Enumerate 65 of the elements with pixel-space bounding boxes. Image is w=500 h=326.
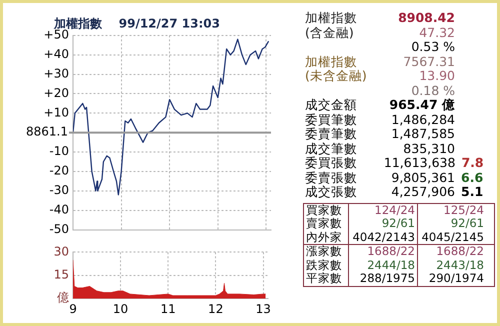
text: (含金融): [305, 24, 355, 40]
text: 2444/18: [366, 258, 415, 272]
x-tick-label: 13: [256, 302, 271, 316]
text: 290/1974: [428, 271, 484, 286]
y-tick-label: +20: [44, 86, 69, 100]
y-tick-label: -30: [49, 183, 69, 198]
text: 47.32: [418, 24, 455, 40]
y-tick-label: +40: [44, 46, 69, 61]
x-tick-label: 11: [160, 302, 176, 316]
text: 成交張數: [305, 184, 358, 200]
x-tick-label: 12: [208, 302, 224, 316]
text: 13.90: [418, 68, 455, 84]
chart-title: 加權指數 99/12/27 13:03: [53, 16, 220, 30]
text: 7567.31: [402, 54, 455, 69]
text: 1688/22: [435, 244, 484, 258]
text: 買家數: [306, 202, 343, 217]
text: 9,805,361: [390, 170, 455, 185]
text: 4,257,906: [390, 184, 455, 200]
text: 92/61: [380, 216, 415, 230]
y-tick-label: 15: [54, 268, 69, 282]
y-tick-label: +10: [44, 105, 69, 120]
y-tick-label: 億: [57, 290, 69, 305]
text: 8908.42: [397, 10, 455, 26]
text: 委買張數: [305, 155, 358, 170]
text: 2443/18: [435, 258, 484, 272]
text: 0.18 %: [410, 82, 455, 98]
text: 11,613,638: [384, 155, 456, 170]
text: 漲家數: [306, 244, 343, 258]
text: 125/24: [442, 202, 484, 217]
y-tick-label: -20: [49, 164, 69, 178]
y-tick-label: +50: [44, 28, 69, 42]
text: 跌家數: [306, 258, 343, 272]
text: 965.47 億: [388, 97, 455, 112]
text: 5.1: [460, 184, 484, 200]
text: 835,310: [402, 140, 455, 156]
text: 內外家: [306, 230, 343, 244]
text: 委買筆數: [305, 112, 358, 127]
text: 4042/2143: [352, 230, 415, 244]
text: 加權指數: [305, 54, 358, 69]
text: 委賣張數: [305, 170, 358, 185]
text: 4045/2145: [420, 230, 484, 244]
text: 7.8: [460, 155, 485, 170]
y-tick-label: -50: [49, 222, 69, 236]
x-tick-label: 10: [112, 302, 128, 316]
text: 0.53 %: [410, 39, 455, 54]
text: 124/24: [374, 202, 415, 217]
text: 加權指數: [305, 10, 358, 26]
text: 成交筆數: [305, 140, 358, 156]
text: 288/1975: [358, 271, 415, 286]
text: 1688/22: [366, 244, 415, 258]
y-axis-title: 8861.1: [26, 124, 68, 139]
text: 賣家數: [306, 216, 343, 230]
text: 92/61: [450, 216, 484, 230]
y-tick-label: -40: [49, 202, 69, 216]
text: 1,486,284: [390, 112, 455, 127]
text: 平家數: [306, 271, 343, 286]
text: 6.6: [460, 170, 484, 185]
text: 成交金額: [305, 97, 358, 112]
y-tick-label: -10: [49, 144, 69, 158]
y-tick-label: 30: [54, 244, 69, 258]
text: 1,487,585: [390, 126, 455, 142]
text: 委賣筆數: [305, 126, 358, 142]
x-tick-label: 9: [69, 302, 77, 316]
text: (未含金融): [305, 68, 368, 84]
y-tick-label: +30: [44, 66, 69, 80]
